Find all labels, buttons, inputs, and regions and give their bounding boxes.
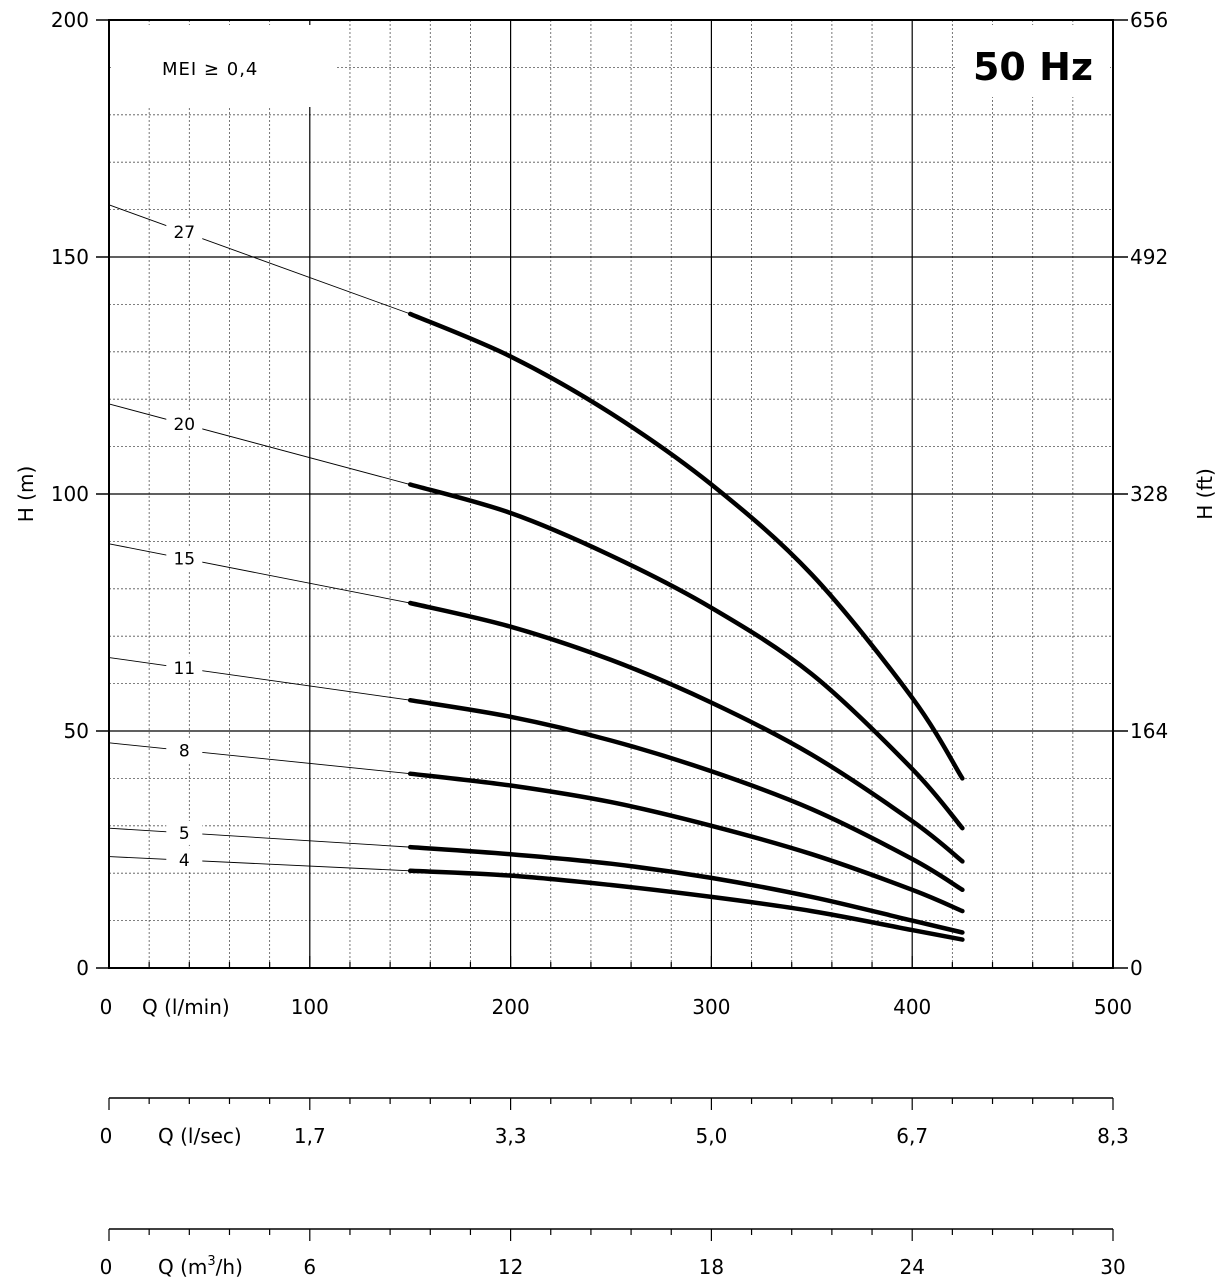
- y-tick-label: 50: [64, 719, 89, 743]
- leader-line-15: [108, 543, 411, 604]
- leader-line-8: [108, 742, 411, 775]
- y-tick-label: 150: [51, 245, 89, 269]
- curve-group-4: 4: [108, 848, 965, 942]
- secondary-tick-label: 24: [899, 1255, 924, 1277]
- secondary-tick-label: 6,7: [896, 1124, 928, 1148]
- curve-20: [407, 482, 965, 831]
- secondary-tick-label: 1,7: [294, 1124, 326, 1148]
- y-tick-label: 0: [76, 956, 89, 980]
- y2-tick-label: 492: [1130, 245, 1168, 269]
- secondary-tick-label: 5,0: [695, 1124, 727, 1148]
- leader-line-20: [108, 403, 411, 485]
- secondary-axis-title: Q (l/sec): [158, 1124, 242, 1148]
- curve-group-15: 15: [108, 543, 965, 864]
- y-tick-label: 200: [51, 8, 89, 32]
- secondary-x-axes: 0 1,7 3,3 5,0 6,7 8,3 Q (l/sec) 0 6 12 18 24 30 Q (m3…: [100, 1097, 1129, 1277]
- curve-27: [407, 311, 965, 781]
- y-axis-title: H (m): [14, 466, 38, 522]
- curve-label-bg-8: [166, 738, 203, 763]
- mei-annotation: MEI ≥ 0,4: [162, 59, 258, 80]
- frequency-box: [955, 25, 1110, 97]
- secondary-tick-label: 0: [100, 1124, 113, 1148]
- secondary-tick-label: 12: [498, 1255, 523, 1277]
- x-tick-label: 200: [492, 995, 530, 1019]
- secondary-axis-1: 0 1,7 3,3 5,0 6,7 8,3 Q (l/sec): [100, 1097, 1129, 1148]
- x-tick-label: 400: [893, 995, 931, 1019]
- curve-label-bg-4: [166, 848, 203, 873]
- y2-tick-label: 0: [1130, 956, 1143, 980]
- leader-line-4: [108, 856, 411, 872]
- leader-line-27: [108, 204, 411, 315]
- x-tick-label: 0: [100, 995, 113, 1019]
- curve-5: [407, 844, 965, 935]
- secondary-axis-title-sup: 3: [207, 1254, 215, 1269]
- y2-axis-title: H (ft): [1193, 468, 1217, 520]
- leader-line-5: [108, 827, 411, 848]
- curve-label-bg-20: [166, 412, 203, 437]
- x-tick-label: 300: [692, 995, 730, 1019]
- frequency-title: 50 Hz: [973, 45, 1093, 89]
- y-tick-label: 100: [51, 482, 89, 506]
- curve-label-bg-15: [166, 546, 203, 571]
- curve-label-8: 8: [179, 742, 190, 762]
- secondary-tick-label: 18: [699, 1255, 724, 1277]
- curve-15: [407, 600, 965, 864]
- axes: 0 100 200 300 400 500 0 50 100 150 200 0 164 328 492 65…: [51, 8, 1168, 1019]
- y2-tick-label: 164: [1130, 719, 1168, 743]
- curve-label-bg-27: [166, 220, 203, 245]
- secondary-tick-label: 3,3: [495, 1124, 527, 1148]
- x-tick-label: 100: [291, 995, 329, 1019]
- curve-group-8: 8: [108, 738, 965, 914]
- grid: [109, 20, 1113, 968]
- mei-box: [112, 25, 337, 107]
- curve-label-bg-5: [166, 820, 203, 845]
- secondary-axis-title-suffix: /h): [216, 1255, 243, 1277]
- curve-4: [407, 868, 965, 942]
- curve-group-20: 20: [108, 403, 965, 831]
- y2-tick-label: 328: [1130, 482, 1168, 506]
- curve-11: [407, 697, 965, 893]
- secondary-axis-2: 0 6 12 18 24 30 Q (m3/h): [100, 1228, 1126, 1277]
- secondary-axis-title-main: Q (m: [158, 1255, 207, 1277]
- curve-label-5: 5: [179, 824, 190, 844]
- secondary-tick-label: 6: [303, 1255, 316, 1277]
- curve-group-11: 11: [108, 656, 965, 893]
- y2-tick-label: 656: [1130, 8, 1168, 32]
- leader-line-11: [108, 657, 411, 701]
- performance-curves: 27 20 15 11 8 5 4: [108, 204, 965, 942]
- secondary-tick-label: 0: [100, 1255, 113, 1277]
- curve-group-5: 5: [108, 820, 965, 935]
- label-boxes: [112, 25, 1110, 107]
- secondary-tick-label: 30: [1100, 1255, 1125, 1277]
- curve-label-11: 11: [173, 659, 195, 679]
- secondary-tick-label: 8,3: [1097, 1124, 1129, 1148]
- secondary-axis-title: Q (m3/h): [158, 1254, 243, 1277]
- curve-label-4: 4: [179, 851, 190, 871]
- secondary-axis-title-main: Q (l/sec): [158, 1124, 242, 1148]
- curve-group-27: 27: [108, 204, 965, 781]
- curve-label-15: 15: [173, 550, 195, 570]
- curve-label-27: 27: [173, 223, 195, 243]
- x-tick-label: 500: [1094, 995, 1132, 1019]
- curve-label-20: 20: [173, 415, 195, 435]
- x-axis-title: Q (l/min): [142, 995, 230, 1019]
- curve-8: [407, 771, 965, 914]
- curve-label-bg-11: [166, 656, 203, 681]
